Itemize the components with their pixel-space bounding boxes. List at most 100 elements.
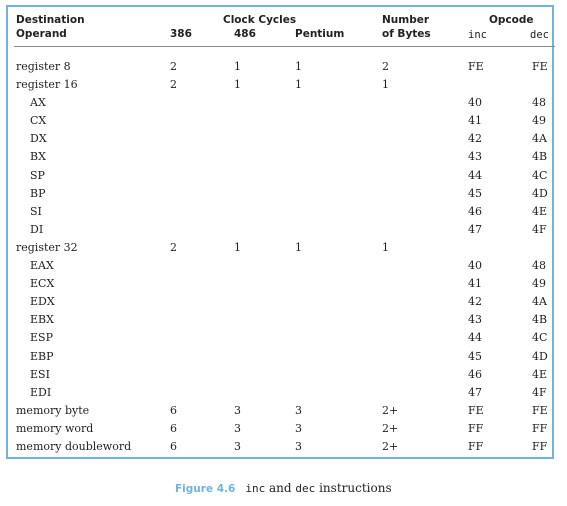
table-row: ESP 44 4C bbox=[8, 331, 556, 349]
table-row: EBX 43 4B bbox=[8, 313, 556, 331]
row-destination: DX bbox=[30, 132, 47, 146]
table-row: CX 41 49 bbox=[8, 114, 556, 132]
row-destination: memory word bbox=[16, 421, 94, 435]
row-cycles-486: 1 bbox=[234, 60, 241, 73]
row-opcode-dec: 4F bbox=[532, 222, 547, 236]
row-cycles-pentium: 3 bbox=[295, 439, 302, 453]
table-row: SI 46 4E bbox=[8, 205, 556, 223]
table-row: EBP 45 4D bbox=[8, 350, 556, 368]
row-destination: SI bbox=[30, 204, 42, 218]
row-destination: CX bbox=[30, 114, 47, 128]
row-opcode-inc: 46 bbox=[468, 367, 482, 381]
header-486: 486 bbox=[234, 28, 256, 40]
header-dec: dec bbox=[530, 29, 549, 41]
row-destination: DI bbox=[30, 222, 44, 236]
header-386: 386 bbox=[170, 28, 192, 40]
row-opcode-inc: 41 bbox=[468, 277, 482, 291]
header-clock-cycles: Clock Cycles bbox=[223, 14, 297, 26]
table-row: register 8 2 1 1 2 FE FE bbox=[8, 60, 556, 78]
row-opcode-dec: FF bbox=[532, 439, 548, 453]
header-pentium: Pentium bbox=[295, 28, 345, 40]
table-row: ECX 41 49 bbox=[8, 277, 556, 295]
row-opcode-inc: 46 bbox=[468, 204, 482, 218]
row-destination: EAX bbox=[30, 259, 54, 273]
table-row: register 32 2 1 1 1 bbox=[8, 241, 556, 259]
row-bytes: 2+ bbox=[382, 403, 399, 417]
row-opcode-inc: 47 bbox=[468, 385, 482, 399]
table-row: AX 40 48 bbox=[8, 96, 556, 114]
row-opcode-dec: 4D bbox=[532, 349, 548, 363]
row-opcode-inc: 40 bbox=[468, 259, 482, 273]
table-row: BX 43 4B bbox=[8, 150, 556, 168]
row-opcode-dec: 4B bbox=[532, 150, 548, 164]
table-row: DI 47 4F bbox=[8, 223, 556, 241]
row-opcode-inc: FE bbox=[468, 60, 484, 73]
header-opcode: Opcode bbox=[489, 14, 534, 26]
row-opcode-inc: FE bbox=[468, 403, 484, 417]
row-cycles-486: 3 bbox=[234, 403, 241, 417]
row-opcode-inc: 42 bbox=[468, 132, 482, 146]
row-bytes: 1 bbox=[382, 240, 389, 254]
row-opcode-dec: 49 bbox=[532, 114, 546, 128]
caption-inc: inc bbox=[245, 482, 266, 495]
caption-and: and bbox=[265, 481, 296, 495]
header-of-bytes: of Bytes bbox=[382, 28, 431, 40]
row-opcode-dec: 48 bbox=[532, 96, 546, 110]
row-opcode-dec: 4D bbox=[532, 186, 548, 200]
row-opcode-inc: FF bbox=[468, 421, 484, 435]
row-destination: EDX bbox=[30, 295, 55, 309]
row-bytes: 2+ bbox=[382, 439, 399, 453]
row-cycles-386: 2 bbox=[170, 240, 177, 254]
row-cycles-386: 2 bbox=[170, 60, 177, 73]
row-opcode-dec: FE bbox=[532, 403, 548, 417]
row-cycles-486: 1 bbox=[234, 78, 241, 92]
row-destination: memory doubleword bbox=[16, 439, 132, 453]
row-destination: ESP bbox=[30, 331, 53, 345]
table-body: register 8 2 1 1 2 FE FE register 16 2 1 1 1 AX 40 48 C… bbox=[8, 60, 556, 458]
table-row: EDI 47 4F bbox=[8, 386, 556, 404]
row-cycles-386: 2 bbox=[170, 78, 177, 92]
row-opcode-dec: 4F bbox=[532, 385, 547, 399]
header-number: Number bbox=[382, 14, 430, 26]
table-row: BP 45 4D bbox=[8, 187, 556, 205]
row-cycles-386: 6 bbox=[170, 403, 177, 417]
row-cycles-386: 6 bbox=[170, 421, 177, 435]
row-opcode-inc: 44 bbox=[468, 168, 482, 182]
row-destination: register 16 bbox=[16, 78, 78, 92]
row-cycles-pentium: 1 bbox=[295, 78, 302, 92]
table-row: memory word 6 3 3 2+ FF FF bbox=[8, 422, 556, 440]
figure-label: Figure 4.6 bbox=[175, 483, 236, 495]
row-opcode-dec: 4A bbox=[532, 132, 547, 146]
row-destination: ECX bbox=[30, 277, 55, 291]
header-destination: Destination bbox=[16, 14, 85, 26]
row-destination: register 8 bbox=[16, 60, 71, 73]
row-destination: ESI bbox=[30, 367, 50, 381]
figure-caption: Figure 4.6 inc and dec instructions bbox=[175, 481, 392, 495]
row-destination: memory byte bbox=[16, 403, 90, 417]
row-opcode-inc: FF bbox=[468, 439, 484, 453]
row-opcode-dec: FF bbox=[532, 421, 548, 435]
row-cycles-pentium: 1 bbox=[295, 60, 302, 73]
row-destination: register 32 bbox=[16, 240, 78, 254]
caption-rest: instructions bbox=[315, 481, 392, 495]
table-row: EDX 42 4A bbox=[8, 295, 556, 313]
row-cycles-386: 6 bbox=[170, 439, 177, 453]
caption-dec: dec bbox=[295, 482, 316, 495]
row-opcode-inc: 45 bbox=[468, 186, 482, 200]
row-opcode-dec: 4C bbox=[532, 331, 548, 345]
header-inc: inc bbox=[468, 29, 487, 41]
row-opcode-inc: 43 bbox=[468, 150, 482, 164]
row-destination: SP bbox=[30, 168, 45, 182]
row-opcode-inc: 44 bbox=[468, 331, 482, 345]
row-destination: EBX bbox=[30, 313, 54, 327]
row-bytes: 2+ bbox=[382, 421, 399, 435]
row-cycles-pentium: 1 bbox=[295, 240, 302, 254]
instruction-table: Destination Operand Clock Cycles 386 486… bbox=[6, 5, 556, 459]
row-bytes: 1 bbox=[382, 78, 389, 92]
row-destination: BX bbox=[30, 150, 46, 164]
row-opcode-inc: 41 bbox=[468, 114, 482, 128]
row-cycles-486: 3 bbox=[234, 421, 241, 435]
table-row: register 16 2 1 1 1 bbox=[8, 78, 556, 96]
row-opcode-inc: 42 bbox=[468, 295, 482, 309]
row-opcode-dec: 4E bbox=[532, 367, 548, 381]
